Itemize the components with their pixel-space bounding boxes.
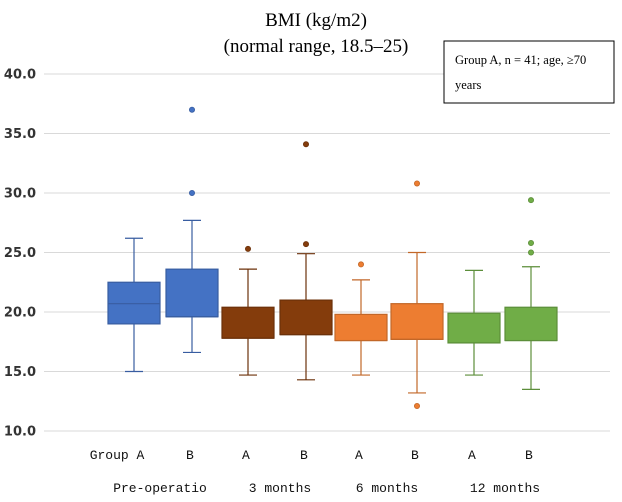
- iqr-box: [279, 299, 333, 336]
- outlier-point: [188, 189, 195, 196]
- time-label: 6 months: [356, 481, 418, 496]
- outlier-point: [413, 403, 420, 410]
- outlier-point: [413, 180, 420, 187]
- group-label: A: [242, 448, 250, 463]
- box-12-months-a: [447, 269, 501, 376]
- box-3-months-b: [279, 141, 333, 381]
- box-pre-operatio-a: [107, 237, 161, 373]
- box-6-months-b: [390, 180, 444, 410]
- outlier-point: [302, 241, 309, 248]
- outlier-point: [528, 239, 535, 246]
- gridlines: [44, 73, 610, 432]
- y-tick-label: 25.0: [4, 246, 36, 261]
- y-tick-label: 35.0: [4, 127, 36, 142]
- x-axis-labels: Group A B A B A B A B Pre-operatio 3 months 6 mont…: [90, 448, 540, 496]
- group-label: B: [300, 448, 308, 463]
- y-axis: 40.0 35.0 30.0 25.0 20.0 15.0 10.0: [4, 68, 36, 440]
- group-label: B: [186, 448, 194, 463]
- group-label: A: [355, 448, 363, 463]
- box-3-months-a: [221, 245, 275, 376]
- chart-title: BMI (kg/m2): [265, 10, 367, 31]
- box-6-months-a: [334, 261, 388, 376]
- time-label: 12 months: [470, 481, 540, 496]
- legend-text-line-1: Group A, n = 41; age, ≥70: [455, 53, 586, 67]
- outlier-point: [302, 141, 309, 148]
- iqr-box: [334, 313, 388, 342]
- group-label: B: [411, 448, 419, 463]
- group-label: A: [468, 448, 476, 463]
- outlier-point: [528, 197, 535, 204]
- outlier-point: [244, 245, 251, 252]
- chart-subtitle: (normal range, 18.5–25): [224, 36, 409, 57]
- iqr-box: [390, 303, 444, 340]
- outlier-point: [528, 249, 535, 256]
- group-label: Group A: [90, 448, 145, 463]
- outlier-point: [188, 106, 195, 113]
- iqr-box: [504, 306, 558, 342]
- iqr-box: [165, 268, 219, 318]
- y-tick-label: 10.0: [4, 425, 36, 440]
- outlier-point: [357, 261, 364, 268]
- box-pre-operatio-b: [165, 106, 219, 354]
- time-label: 3 months: [249, 481, 311, 496]
- iqr-box: [447, 312, 501, 344]
- legend-frame: [443, 40, 615, 104]
- box-12-months-b: [504, 197, 558, 390]
- y-tick-label: 40.0: [4, 68, 36, 83]
- y-tick-label: 20.0: [4, 306, 36, 321]
- y-tick-label: 30.0: [4, 187, 36, 202]
- y-tick-label: 15.0: [4, 365, 36, 380]
- legend-text-line-2: years: [455, 78, 482, 92]
- group-label: B: [525, 448, 533, 463]
- box-series: [107, 106, 558, 410]
- legend-box: Group A, n = 41; age, ≥70 years: [443, 40, 615, 104]
- iqr-box: [221, 306, 275, 339]
- time-label: Pre-operatio: [113, 481, 207, 496]
